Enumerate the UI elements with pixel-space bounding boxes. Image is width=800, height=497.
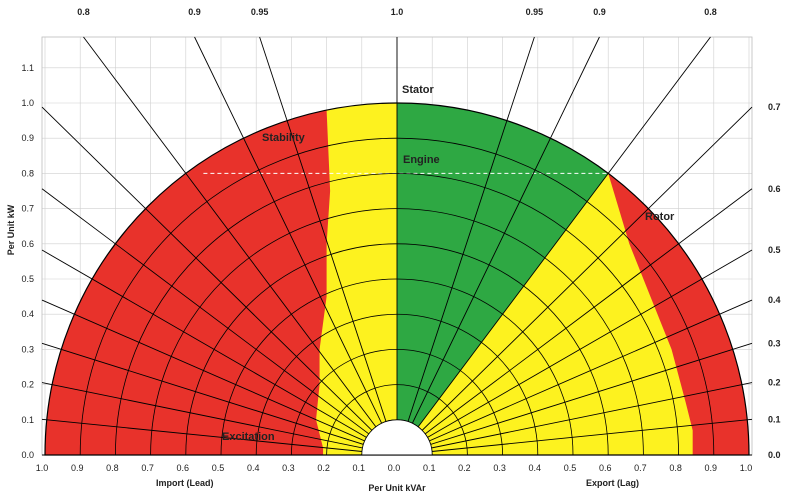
y-tick-label: 0.6 <box>21 239 34 249</box>
zone-label-engine: Engine <box>403 154 440 166</box>
pf-top-label: 0.9 <box>593 7 606 17</box>
stator-arc <box>44 102 750 456</box>
x-tick-label: 0.5 <box>212 463 225 473</box>
zone-label-rotor: Rotor <box>645 211 675 223</box>
pf-right-label: 0.3 <box>768 338 781 348</box>
pf-line-right <box>396 342 753 456</box>
x-tick-label: 0.2 <box>317 463 330 473</box>
x-tick-label: 0.7 <box>141 463 154 473</box>
pf-line-right <box>396 188 753 456</box>
x-tick-label: 0.6 <box>177 463 190 473</box>
pf-line-left <box>41 299 398 456</box>
x-tick-label: 0.3 <box>282 463 295 473</box>
x-tick-label: 0.2 <box>458 463 471 473</box>
x-tick-label: 1.0 <box>740 463 753 473</box>
zone-label-stator: Stator <box>402 84 435 96</box>
x-tick-label: 0.1 <box>353 463 366 473</box>
y-tick-label: 0.7 <box>21 204 34 214</box>
y-tick-label: 0.4 <box>21 309 34 319</box>
pf-right-label: 0.7 <box>768 102 781 112</box>
pf-right-label: 0.0 <box>768 450 781 460</box>
x-tick-label: 0.1 <box>423 463 436 473</box>
pf-top-label: 0.95 <box>251 7 269 17</box>
pf-line <box>194 36 398 456</box>
pf-right-label: 0.4 <box>768 295 781 305</box>
x-tick-label: 0.4 <box>247 463 260 473</box>
y-tick-label: 0.3 <box>21 344 34 354</box>
pf-line-right <box>396 382 753 456</box>
x-tick-label: 0.4 <box>529 463 542 473</box>
y-tick-label: 0.0 <box>21 450 34 460</box>
y-tick-label: 1.1 <box>21 63 34 73</box>
ylabel: Per Unit kW <box>6 204 16 255</box>
x-tick-label: 0.7 <box>634 463 647 473</box>
x-tick-label: 1.0 <box>36 463 49 473</box>
pf-line-left <box>41 342 398 456</box>
x-tick-label: 0.6 <box>599 463 612 473</box>
pf-line <box>396 36 711 456</box>
pf-line-right <box>396 299 753 456</box>
x-tick-label: 0.5 <box>564 463 577 473</box>
origin-circle <box>361 419 433 456</box>
x-tick-label: 0.8 <box>669 463 682 473</box>
pf-line <box>259 36 398 456</box>
pf-top-label: 0.95 <box>526 7 544 17</box>
pf-top-label: 0.8 <box>77 7 90 17</box>
pf-right-label: 0.5 <box>768 245 781 255</box>
x-tick-label: 0.9 <box>705 463 718 473</box>
y-tick-label: 0.5 <box>21 274 34 284</box>
pf-right-label: 0.1 <box>768 414 781 424</box>
tick-layer: 0.8 0.9 0.95 1.0 0.95 0.9 0.8 0.7 0.6 0.5 0.4 0.3 0.… <box>21 7 780 473</box>
zone-label-stability: Stability <box>262 132 306 144</box>
pf-line <box>83 36 398 456</box>
pf-line-right <box>396 418 753 456</box>
y-tick-label: 0.9 <box>21 133 34 143</box>
y-tick-label: 0.1 <box>21 415 34 425</box>
pf-line-right <box>396 106 753 456</box>
pf-right-label: 0.2 <box>768 378 781 388</box>
zone-label-excitation: Excitation <box>222 431 275 443</box>
x-tick-label: 0.3 <box>493 463 506 473</box>
pf-top-label: 0.8 <box>704 7 717 17</box>
pf-line <box>396 36 600 456</box>
xlabel-export: Export (Lag) <box>586 478 639 488</box>
pf-top-label: 1.0 <box>391 7 404 17</box>
xlabel-center: Per Unit kVAr <box>368 483 426 493</box>
x-tick-label: 0.8 <box>106 463 119 473</box>
x-tick-label: 0.0 <box>388 463 401 473</box>
pf-line-left <box>41 106 398 456</box>
y-tick-label: 0.2 <box>21 380 34 390</box>
line-layer <box>41 36 753 456</box>
x-tick-label: 0.9 <box>71 463 84 473</box>
pf-line-left <box>41 418 398 456</box>
pf-line <box>396 36 535 456</box>
y-tick-label: 0.8 <box>21 168 34 178</box>
xlabel-import: Import (Lead) <box>156 478 214 488</box>
pf-top-label: 0.9 <box>188 7 201 17</box>
pf-line-left <box>41 382 398 456</box>
zone-green <box>397 103 609 455</box>
pf-line-left <box>41 188 398 456</box>
pf-line-right <box>396 249 753 456</box>
pf-line-left <box>41 249 398 456</box>
y-tick-label: 1.0 <box>21 98 34 108</box>
pf-right-label: 0.6 <box>768 184 781 194</box>
